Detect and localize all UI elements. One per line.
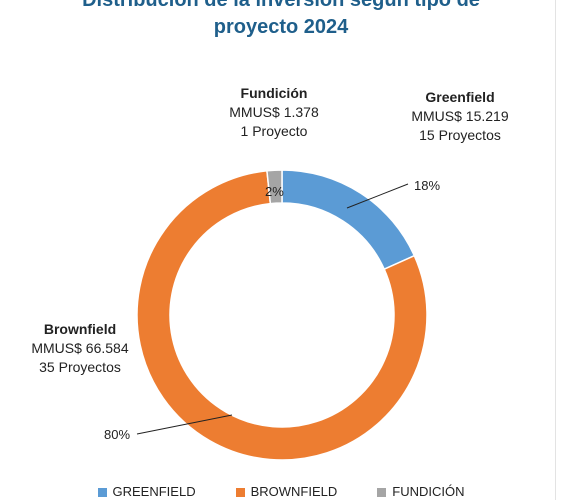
annotation-fundicion-amount: MMUS$ 1.378: [229, 104, 319, 120]
annotation-greenfield-projects: 15 Proyectos: [419, 127, 501, 143]
legend-swatch-brownfield: [235, 487, 245, 497]
chart-title-line-1: Distribución de la inversión según tipo …: [82, 0, 480, 11]
chart-legend: GREENFIELD BROWNFIELD FUNDICIÓN: [0, 484, 562, 500]
page-edge-rule: [555, 0, 556, 500]
annotation-greenfield: Greenfield MMUS$ 15.219 15 Proyectos: [385, 88, 535, 145]
annotation-brownfield: Brownfield MMUS$ 66.584 35 Proyectos: [0, 320, 160, 377]
annotation-fundicion-projects: 1 Proyecto: [240, 123, 308, 139]
annotation-brownfield-name: Brownfield: [43, 321, 117, 337]
slice-fundicion: [266, 169, 283, 205]
leader-line-brownfield: [136, 414, 233, 435]
slice-brownfield: [136, 169, 428, 461]
legend-label-brownfield: BROWNFIELD: [250, 484, 338, 499]
legend-item-greenfield: GREENFIELD: [97, 484, 196, 500]
percent-label-fundicion: 2%: [265, 184, 284, 199]
chart-title-line-2: proyecto 2024: [213, 16, 349, 38]
slice-greenfield: [281, 169, 416, 271]
legend-item-fundicion: FUNDICIÓN: [377, 484, 464, 500]
annotation-fundicion-name: Fundición: [240, 85, 308, 101]
legend-swatch-fundicion: [377, 487, 387, 497]
chart-title: Distribución de la inversión según tipo …: [0, 0, 562, 41]
legend-label-greenfield: GREENFIELD: [112, 484, 196, 499]
legend-label-fundicion: FUNDICIÓN: [392, 484, 465, 499]
annotation-fundicion: Fundición MMUS$ 1.378 1 Proyecto: [204, 84, 344, 141]
annotation-greenfield-amount: MMUS$ 15.219: [411, 108, 509, 124]
annotation-brownfield-projects: 35 Proyectos: [39, 359, 121, 375]
percent-label-brownfield: 80%: [104, 427, 131, 442]
annotation-brownfield-amount: MMUS$ 66.584: [31, 340, 129, 356]
legend-item-brownfield: BROWNFIELD: [235, 484, 338, 500]
leader-line-greenfield: [346, 183, 409, 209]
annotation-greenfield-name: Greenfield: [425, 89, 495, 105]
percent-label-greenfield: 18%: [414, 178, 441, 193]
legend-swatch-greenfield: [97, 487, 107, 497]
